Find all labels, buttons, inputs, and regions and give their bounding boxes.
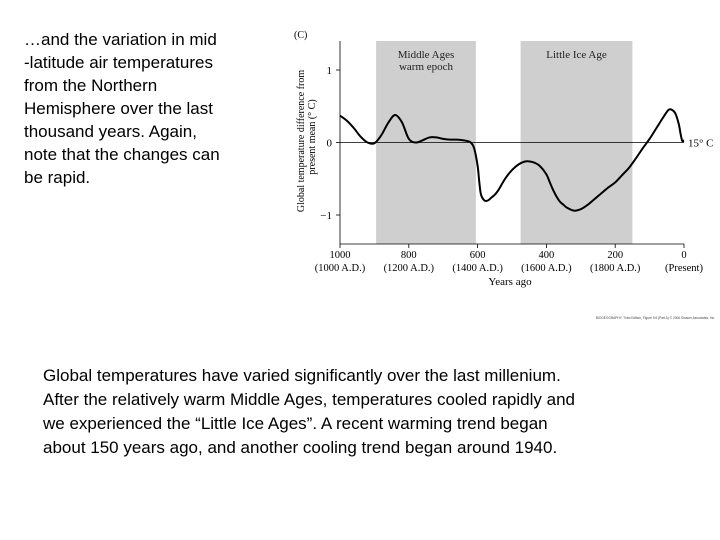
temperature-line bbox=[339, 108, 685, 212]
x-tick-sublabel: (1000 A.D.) bbox=[315, 263, 366, 274]
intro-line: Hemisphere over the last bbox=[24, 99, 213, 118]
intro-line: note that the changes can bbox=[24, 145, 220, 164]
y-axis-label-line1: Global temperature difference from bbox=[296, 70, 307, 212]
reference-label: 15° C bbox=[688, 138, 714, 150]
caption-line: about 150 years ago, and another cooling… bbox=[43, 438, 558, 457]
intro-line: be rapid. bbox=[24, 168, 91, 187]
y-axis-label-line2: present mean (° C) bbox=[307, 99, 318, 174]
x-tick-label: 200 bbox=[607, 250, 623, 261]
x-ticks: 1000 (1000 A.D.) 800 (1200 A.D.) 600 (1400 A.… bbox=[315, 244, 703, 274]
y-tick-label: 0 bbox=[327, 138, 333, 150]
caption-line: Global temperatures have varied signific… bbox=[43, 366, 561, 385]
intro-text: …and the variation in mid -latitude air … bbox=[24, 28, 264, 189]
caption-text: Global temperatures have varied signific… bbox=[43, 364, 703, 460]
intro-line: -latitude air temperatures bbox=[24, 53, 213, 72]
intro-line: thousand years. Again, bbox=[24, 122, 197, 141]
x-tick-sublabel: (1800 A.D.) bbox=[590, 263, 641, 274]
x-tick-label: 0 bbox=[681, 250, 686, 261]
credit-text: BIOGEOGRAPHY, Third Edition, Figure 9.6 … bbox=[596, 316, 715, 320]
x-tick-label: 400 bbox=[539, 250, 555, 261]
y-tick-label: 1 bbox=[327, 65, 333, 77]
x-tick-sublabel: (1400 A.D.) bbox=[452, 263, 503, 274]
x-tick-label: 800 bbox=[401, 250, 417, 261]
unit-label: (C) bbox=[294, 30, 307, 41]
x-tick-sublabel: (Present) bbox=[665, 263, 703, 274]
y-ticks: 1 0 −1 bbox=[320, 65, 340, 222]
x-tick-sublabel: (1600 A.D.) bbox=[521, 263, 572, 274]
x-tick-label: 1000 bbox=[330, 250, 351, 261]
x-axis-label: Years ago bbox=[488, 276, 532, 288]
period-label: warm epoch bbox=[399, 61, 454, 73]
period-label: Middle Ages bbox=[398, 49, 455, 61]
intro-line: from the Northern bbox=[24, 76, 158, 95]
caption-line: After the relatively warm Middle Ages, t… bbox=[43, 390, 575, 409]
period-label: Little Ice Age bbox=[546, 49, 607, 61]
intro-line: …and the variation in mid bbox=[24, 30, 217, 49]
x-tick-label: 600 bbox=[470, 250, 486, 261]
y-tick-label: −1 bbox=[320, 210, 332, 222]
x-tick-sublabel: (1200 A.D.) bbox=[384, 263, 435, 274]
caption-line: we experienced the “Little Ice Ages”. A … bbox=[43, 414, 548, 433]
